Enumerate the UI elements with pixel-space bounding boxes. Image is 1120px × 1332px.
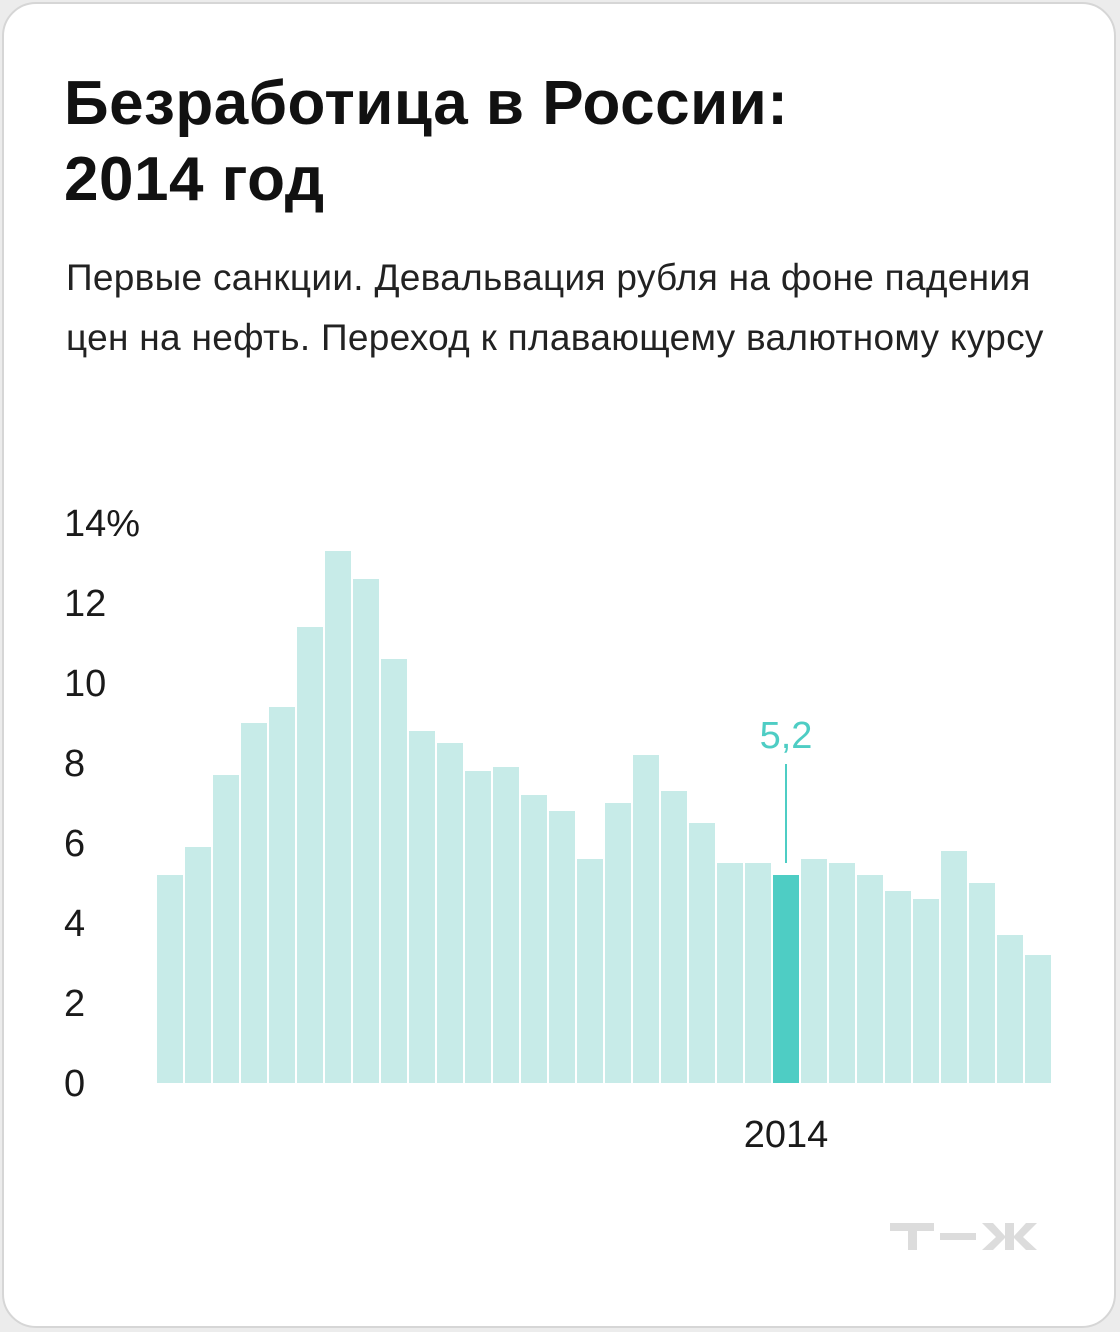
bar — [213, 775, 239, 1083]
y-tick-label: 14% — [64, 503, 140, 545]
bar — [941, 851, 967, 1083]
y-tick-label: 0 — [64, 1063, 85, 1105]
title-line-1: Безработица в России: — [64, 69, 789, 138]
bar — [997, 935, 1023, 1083]
y-tick-label: 6 — [64, 823, 85, 865]
bar — [185, 847, 211, 1083]
bar — [437, 743, 463, 1083]
bar — [633, 755, 659, 1083]
bar — [549, 811, 575, 1083]
bar — [689, 823, 715, 1083]
bar — [577, 859, 603, 1083]
bar — [241, 723, 267, 1083]
bar — [717, 863, 743, 1083]
bar — [297, 627, 323, 1083]
bar — [353, 579, 379, 1083]
bar — [857, 875, 883, 1083]
bar — [745, 863, 771, 1083]
bar — [409, 731, 435, 1083]
bar — [269, 707, 295, 1083]
bar — [913, 899, 939, 1083]
title-line-2: 2014 год — [64, 145, 325, 214]
bar-highlight — [773, 875, 799, 1083]
bar — [969, 883, 995, 1083]
tzh-logo-icon — [890, 1223, 1037, 1250]
bar — [885, 891, 911, 1083]
y-tick-label: 8 — [64, 743, 85, 785]
y-tick-label: 12 — [64, 583, 106, 625]
data-label: 5,2 — [760, 715, 813, 757]
y-tick-label: 4 — [64, 903, 85, 945]
bar — [465, 771, 491, 1083]
bar — [381, 659, 407, 1083]
y-tick-label: 10 — [64, 663, 106, 705]
bar — [325, 551, 351, 1083]
bar — [1025, 955, 1051, 1083]
chart-title: Безработица в России: 2014 год — [64, 66, 1064, 218]
bar — [493, 767, 519, 1083]
bar — [661, 791, 687, 1083]
bar — [829, 863, 855, 1083]
chart-subtitle: Первые санкции. Девальвация рубля на фон… — [66, 257, 1044, 358]
y-tick-label: 2 — [64, 983, 85, 1025]
bar — [521, 795, 547, 1083]
bar — [605, 803, 631, 1083]
bar — [801, 859, 827, 1083]
x-tick-label: 2014 — [744, 1114, 829, 1156]
bar — [157, 875, 183, 1083]
